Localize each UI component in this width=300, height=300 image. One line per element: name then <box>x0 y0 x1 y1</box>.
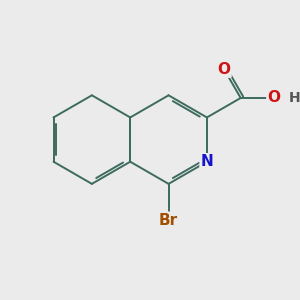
Text: H: H <box>288 91 300 105</box>
Text: Br: Br <box>159 213 178 228</box>
Text: O: O <box>218 62 231 77</box>
Text: N: N <box>200 154 213 169</box>
Text: O: O <box>267 91 280 106</box>
